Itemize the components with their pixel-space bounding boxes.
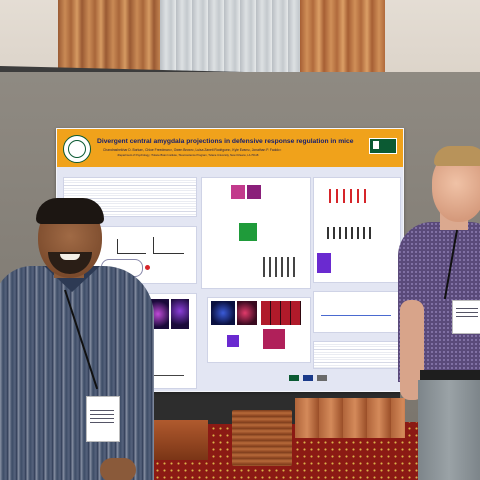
research-poster: Divergent central amygdala projections i…: [56, 128, 404, 392]
results-3-bars-1: [329, 189, 369, 203]
intro-trace-1: [117, 239, 146, 254]
poster-banner: [57, 129, 403, 167]
results-2-image-a: [211, 301, 235, 325]
results-2-image-grid: [261, 301, 301, 325]
person-left: [0, 0, 160, 480]
person-left-hand: [100, 458, 136, 480]
results-2-image-d: [263, 329, 285, 349]
person-left-smile: [60, 254, 80, 260]
box-stack-right: [295, 398, 405, 438]
footer-logo-1: [289, 375, 299, 381]
person-left-name-badge-lines: [90, 410, 114, 424]
tulane-logo-mark: [373, 141, 379, 149]
results-1-bars: [263, 257, 299, 277]
results-1-image-c: [239, 223, 257, 241]
histology-image-3: [171, 299, 189, 329]
results-3-image: [317, 253, 331, 273]
results-1-image-b: [247, 185, 261, 199]
box-stack-left: [148, 420, 208, 460]
university-seal-ring: [68, 140, 86, 158]
poster-title: Divergent central amygdala projections i…: [97, 138, 354, 145]
person-right: [390, 0, 480, 480]
results-4-figure-panel: [313, 291, 401, 333]
footer-logo-2: [303, 375, 313, 381]
results-2-image-c: [227, 335, 239, 347]
results-4-trace: [321, 305, 391, 316]
poster-authors: Chandrashekhar D. Borkar¹, Chloe Freedma…: [103, 148, 282, 152]
person-left-shirt: [0, 266, 154, 480]
person-right-hair: [434, 146, 480, 166]
results-1-image-a: [231, 185, 245, 199]
intro-trace-2: [153, 237, 184, 254]
conclusions-text-block: [313, 341, 401, 369]
intro-marker: [145, 265, 150, 270]
person-left-hair: [36, 198, 104, 224]
person-right-belt: [420, 370, 480, 380]
person-left-beard: [48, 252, 92, 274]
footer-logo-3: [317, 375, 327, 381]
wicker-basket: [232, 410, 292, 466]
person-right-trousers: [418, 380, 480, 480]
person-right-name-badge-lines: [456, 308, 478, 318]
results-2-image-b: [237, 301, 257, 325]
results-3-bars-2: [327, 227, 371, 239]
poster-affiliation: ¹Department of Psychology, ²Tulane Brain…: [117, 154, 259, 157]
